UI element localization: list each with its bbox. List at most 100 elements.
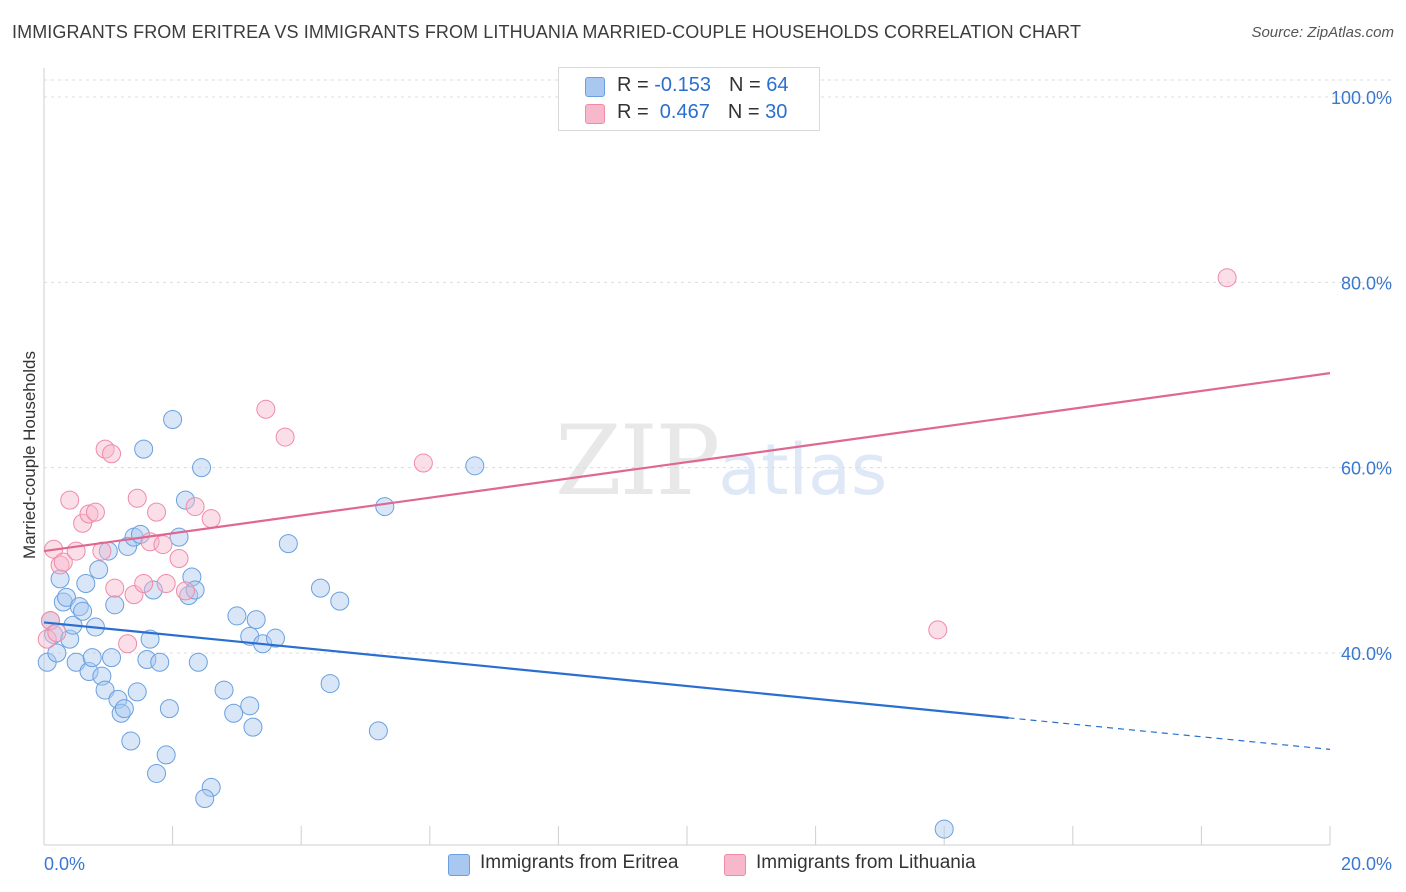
point-eritrea — [175, 490, 195, 510]
point-eritrea — [114, 699, 134, 719]
point-eritrea — [140, 629, 160, 649]
point-eritrea — [105, 595, 125, 615]
point-lithuania — [169, 548, 189, 568]
point-lithuania — [40, 611, 60, 631]
legend-n-value: 30 — [765, 101, 788, 123]
point-lithuania — [37, 629, 57, 649]
bottom-legend-label-eritrea: Immigrants from Eritrea — [480, 852, 679, 873]
point-eritrea — [195, 788, 215, 808]
point-eritrea — [73, 601, 93, 621]
y-tick-label: 80.0% — [1341, 273, 1392, 293]
point-lithuania — [124, 585, 144, 605]
point-eritrea — [95, 680, 115, 700]
point-eritrea — [278, 534, 298, 554]
legend-swatch-eritrea — [585, 77, 605, 97]
point-eritrea — [66, 652, 86, 672]
point-eritrea — [375, 497, 395, 517]
point-eritrea — [156, 745, 176, 765]
point-eritrea — [150, 652, 170, 672]
point-lithuania — [928, 620, 948, 640]
point-lithuania — [105, 578, 125, 598]
x-tick-label: 20.0% — [1341, 854, 1392, 874]
point-lithuania — [201, 509, 221, 529]
legend-r-value: -0.153 — [654, 74, 711, 96]
point-eritrea — [50, 569, 70, 589]
point-eritrea — [147, 763, 167, 783]
point-eritrea — [246, 610, 266, 630]
legend-n-label: N = — [727, 101, 766, 123]
point-eritrea — [368, 721, 388, 741]
source-label: Source: ZipAtlas.com — [1251, 24, 1394, 41]
legend-r-value: 0.467 — [654, 101, 710, 123]
watermark: ZIPatlas — [555, 405, 887, 517]
point-eritrea — [934, 819, 954, 839]
legend-swatch-lithuania — [585, 104, 605, 124]
point-lithuania — [47, 623, 67, 643]
data-points — [37, 268, 1237, 839]
y-axis-label: Married-couple Households — [20, 351, 39, 559]
point-lithuania — [79, 504, 99, 524]
point-eritrea — [127, 682, 147, 702]
point-lithuania — [134, 574, 154, 593]
point-eritrea — [163, 409, 183, 429]
y-tick-label: 100.0% — [1331, 88, 1392, 108]
trend-line-extension-eritrea — [1008, 717, 1331, 750]
point-eritrea — [47, 643, 67, 663]
point-lithuania — [102, 444, 122, 464]
y-tick-label: 60.0% — [1341, 459, 1392, 479]
trend-lines — [43, 372, 1331, 750]
point-lithuania — [185, 497, 205, 517]
point-lithuania — [153, 535, 173, 555]
bottom-legend-label-lithuania: Immigrants from Lithuania — [756, 852, 976, 873]
trend-line-eritrea — [43, 621, 1009, 719]
bottom-legend-swatch-eritrea — [448, 854, 470, 876]
correlation-legend: R = -0.153 N = 64 R = 0.467 N = 30 — [558, 67, 820, 131]
point-eritrea — [89, 560, 109, 580]
point-eritrea — [57, 587, 77, 607]
point-eritrea — [118, 536, 138, 556]
point-lithuania — [1217, 268, 1237, 288]
point-eritrea — [320, 674, 340, 694]
point-lithuania — [53, 552, 73, 572]
point-eritrea — [185, 580, 205, 600]
y-tick-label: 40.0% — [1341, 644, 1392, 664]
point-eritrea — [188, 652, 208, 672]
grid-lines — [44, 79, 1392, 654]
axes — [43, 68, 1331, 846]
legend-n-value: 64 — [766, 74, 789, 96]
point-eritrea — [121, 731, 141, 751]
point-eritrea — [227, 606, 247, 626]
point-lithuania — [413, 453, 433, 473]
point-eritrea — [192, 458, 212, 478]
x-tick-label: 0.0% — [44, 854, 85, 874]
point-lithuania — [275, 427, 295, 447]
point-eritrea — [201, 777, 221, 797]
point-eritrea — [214, 680, 234, 700]
point-eritrea — [465, 456, 485, 476]
watermark-atlas: atlas — [718, 429, 888, 511]
point-eritrea — [265, 628, 285, 648]
point-lithuania — [118, 634, 138, 654]
point-eritrea — [82, 648, 102, 668]
point-lithuania — [175, 581, 195, 601]
point-lithuania — [73, 513, 93, 533]
point-lithuania — [256, 399, 276, 419]
legend-r-label: R = — [617, 74, 655, 96]
legend-n-label: N = — [728, 74, 767, 96]
point-lithuania — [50, 555, 70, 575]
point-lithuania — [156, 574, 176, 593]
point-eritrea — [310, 578, 330, 598]
point-eritrea — [159, 699, 179, 719]
tick-labels: 40.0% 60.0% 80.0% 100.0% 0.0% 20.0% — [44, 88, 1392, 874]
point-eritrea — [243, 717, 263, 737]
point-eritrea — [102, 648, 122, 668]
chart-title: IMMIGRANTS FROM ERITREA VS IMMIGRANTS FR… — [12, 22, 1082, 42]
point-lithuania — [147, 502, 167, 522]
point-eritrea — [330, 591, 350, 611]
point-lithuania — [60, 490, 80, 510]
point-eritrea — [76, 574, 96, 593]
point-lithuania — [127, 488, 147, 508]
point-lithuania — [85, 502, 105, 522]
point-eritrea — [240, 696, 260, 716]
